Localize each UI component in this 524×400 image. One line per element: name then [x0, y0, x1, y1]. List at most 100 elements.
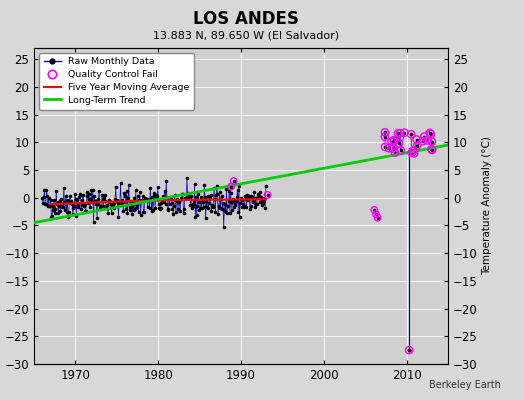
Point	[232, 198, 241, 204]
Point	[114, 200, 122, 206]
Point	[60, 199, 69, 206]
Point	[99, 196, 107, 203]
Point	[188, 201, 196, 207]
Point	[209, 204, 217, 210]
Point	[86, 196, 95, 202]
Point	[79, 191, 88, 198]
Point	[43, 202, 52, 209]
Point	[144, 197, 152, 204]
Point	[372, 211, 380, 218]
Point	[80, 203, 88, 209]
Point	[40, 187, 49, 194]
Point	[233, 187, 242, 193]
Point	[420, 133, 429, 140]
Point	[71, 196, 80, 203]
Point	[396, 130, 405, 136]
Point	[212, 192, 220, 198]
Point	[91, 198, 99, 205]
Point	[244, 196, 252, 203]
Point	[206, 192, 215, 198]
Point	[211, 209, 220, 215]
Point	[183, 175, 191, 182]
Point	[95, 188, 103, 194]
Point	[254, 190, 262, 197]
Point	[385, 145, 394, 152]
Point	[381, 144, 389, 150]
Point	[237, 194, 245, 201]
Point	[387, 138, 396, 145]
Point	[157, 205, 165, 212]
Point	[389, 146, 397, 152]
Point	[114, 214, 123, 220]
Point	[249, 198, 258, 204]
Point	[230, 204, 238, 210]
Point	[220, 224, 228, 230]
Point	[135, 197, 144, 204]
Point	[224, 198, 233, 204]
Point	[172, 198, 181, 204]
Point	[419, 138, 427, 144]
Point	[146, 204, 154, 211]
Point	[395, 140, 403, 146]
Point	[132, 205, 140, 211]
Point	[412, 136, 421, 143]
Point	[51, 206, 59, 212]
Point	[222, 209, 230, 215]
Point	[137, 198, 146, 204]
Point	[397, 147, 405, 154]
Point	[83, 188, 92, 195]
Point	[86, 204, 94, 210]
Point	[75, 191, 84, 197]
Point	[394, 130, 402, 136]
Point	[242, 196, 250, 202]
Point	[374, 214, 382, 221]
Point	[58, 204, 66, 210]
Point	[155, 205, 163, 211]
Point	[147, 195, 155, 202]
Point	[160, 199, 168, 205]
Point	[205, 200, 213, 206]
Point	[248, 199, 257, 206]
Point	[391, 150, 399, 156]
Point	[257, 201, 266, 208]
Point	[390, 138, 398, 144]
Point	[138, 193, 147, 199]
Point	[231, 202, 239, 208]
Point	[194, 190, 202, 197]
Point	[77, 206, 85, 212]
Point	[45, 195, 53, 201]
Point	[107, 210, 116, 216]
Point	[235, 214, 244, 220]
Point	[54, 210, 62, 216]
Point	[166, 193, 174, 200]
Point	[123, 210, 132, 216]
Point	[80, 200, 89, 207]
Point	[186, 201, 194, 208]
Point	[189, 203, 198, 209]
Point	[182, 195, 191, 201]
Point	[142, 197, 150, 203]
Point	[43, 193, 51, 199]
Point	[130, 195, 138, 202]
Point	[215, 203, 223, 209]
Point	[151, 205, 159, 212]
Point	[410, 147, 418, 154]
Point	[196, 194, 205, 200]
Point	[425, 130, 434, 136]
Point	[41, 201, 49, 207]
Point	[147, 208, 156, 214]
Point	[151, 192, 160, 198]
Point	[131, 206, 139, 212]
Point	[198, 197, 206, 204]
Point	[157, 200, 166, 206]
Point	[191, 214, 200, 220]
Point	[185, 192, 193, 198]
Point	[144, 204, 152, 210]
Point	[48, 212, 56, 219]
Point	[53, 198, 62, 205]
Point	[118, 196, 126, 203]
Point	[194, 198, 203, 205]
Point	[405, 347, 413, 353]
Point	[254, 192, 263, 199]
Point	[127, 203, 136, 209]
